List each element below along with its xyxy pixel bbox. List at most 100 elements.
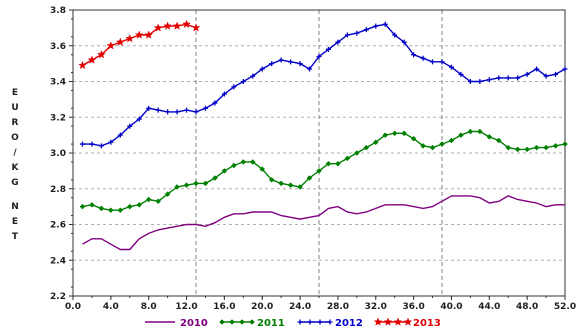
legend-label-2013: 2013 <box>413 318 441 329</box>
y-tick-label: 3.0 <box>50 149 66 159</box>
data-point-2011 <box>79 203 86 210</box>
data-point-2011 <box>316 168 322 174</box>
data-point-2012 <box>439 59 445 65</box>
data-point-2012 <box>325 46 331 52</box>
data-point-2012 <box>307 66 313 72</box>
data-point-2012 <box>79 141 85 147</box>
data-point-2011 <box>363 144 370 151</box>
legend-marker-2011 <box>249 319 255 325</box>
data-point-2012 <box>373 23 379 29</box>
data-point-2011 <box>505 144 512 151</box>
data-point-2012 <box>411 52 417 58</box>
data-point-2011 <box>458 132 464 138</box>
legend-marker-2012 <box>327 319 333 325</box>
data-point-2012 <box>448 64 454 70</box>
x-tick-label: 20.0 <box>251 302 273 312</box>
x-tick-label: 12.0 <box>175 302 197 312</box>
data-point-2012 <box>108 139 114 145</box>
data-point-2012 <box>174 109 180 115</box>
data-point-2011 <box>552 142 559 149</box>
data-point-2011 <box>193 180 199 187</box>
data-point-2012 <box>89 141 95 147</box>
x-tick-label: 16.0 <box>213 302 235 312</box>
data-point-2012 <box>316 53 322 59</box>
legend-marker-2013 <box>393 317 403 326</box>
data-point-2013 <box>144 30 154 39</box>
data-point-2011 <box>372 139 379 146</box>
y-label-char: E <box>12 88 18 98</box>
legend-marker-2013 <box>373 317 383 326</box>
data-point-2011 <box>89 201 95 208</box>
series-2010 <box>82 195 565 251</box>
series-2012 <box>79 21 568 149</box>
data-point-2013 <box>134 30 144 39</box>
legend-marker-2011 <box>239 319 245 325</box>
data-point-2013 <box>115 37 125 46</box>
data-point-2013 <box>87 55 97 64</box>
data-point-2012 <box>202 105 208 111</box>
x-tick-label: 40.0 <box>440 302 462 312</box>
y-tick-label: 2.8 <box>50 185 66 195</box>
data-point-2012 <box>231 84 237 90</box>
y-axis: 2.2 2.4 2.6 2.8 3.0 3.2 3.4 3.6 3.8 <box>50 6 73 302</box>
data-point-2012 <box>297 61 303 67</box>
data-point-2011 <box>476 128 483 135</box>
data-point-2012 <box>477 79 483 84</box>
data-point-2012 <box>496 75 502 81</box>
data-point-2011 <box>562 141 568 147</box>
data-point-2012 <box>259 66 265 72</box>
data-point-2011 <box>495 137 502 144</box>
data-point-2011 <box>514 146 521 153</box>
data-point-2012 <box>98 143 104 149</box>
data-point-2012 <box>212 100 218 106</box>
data-point-2011 <box>410 135 417 142</box>
y-label-char: R <box>12 118 19 128</box>
y-tick-label: 3.4 <box>50 78 66 88</box>
data-point-2011 <box>155 198 162 205</box>
data-point-2011 <box>230 162 237 169</box>
data-point-2012 <box>420 55 426 61</box>
data-point-2012 <box>165 109 171 115</box>
x-axis: 0.0 4.0 8.0 12.0 16.0 20.0 24.0 28.0 32.0 36.0 40.… <box>65 296 576 312</box>
data-point-2012 <box>146 105 152 111</box>
data-point-2011 <box>174 184 180 190</box>
data-point-2012 <box>524 71 530 77</box>
data-point-2013 <box>172 21 182 30</box>
data-point-2011 <box>212 175 218 181</box>
data-point-2011 <box>401 130 408 137</box>
data-point-2012 <box>278 57 284 63</box>
x-tick-label: 36.0 <box>403 302 425 312</box>
data-point-2012 <box>543 73 549 79</box>
data-point-2011 <box>391 130 398 137</box>
data-point-2013 <box>97 50 106 59</box>
legend-marker-2012 <box>307 319 313 325</box>
y-tick-label: 2.6 <box>50 221 66 231</box>
data-point-2013 <box>153 23 163 32</box>
data-point-2011 <box>467 128 474 135</box>
data-point-2012 <box>354 30 360 36</box>
y-label-char: N <box>11 202 19 212</box>
data-point-2012 <box>127 123 133 129</box>
data-point-2011 <box>353 150 360 156</box>
data-point-2011 <box>164 191 171 197</box>
data-point-2012 <box>553 71 559 77</box>
data-point-2012 <box>136 116 142 122</box>
data-point-2011 <box>524 146 531 153</box>
data-point-2011 <box>543 144 549 151</box>
series-2013 <box>78 19 201 70</box>
legend-label-2010: 2010 <box>180 318 208 329</box>
y-label-char: / <box>13 148 17 158</box>
y-tick-label: 2.2 <box>50 292 66 302</box>
x-tick-label: 32.0 <box>365 302 387 312</box>
x-tick-label: 48.0 <box>516 302 538 312</box>
data-point-2012 <box>401 39 407 45</box>
data-point-2011 <box>533 144 540 151</box>
data-point-2011 <box>278 180 285 187</box>
data-point-2012 <box>250 73 256 79</box>
data-point-2013 <box>106 41 116 50</box>
x-tick-label: 24.0 <box>289 302 311 312</box>
data-point-2012 <box>486 77 492 83</box>
series-group <box>78 19 568 251</box>
legend-marker-2013 <box>403 317 413 326</box>
